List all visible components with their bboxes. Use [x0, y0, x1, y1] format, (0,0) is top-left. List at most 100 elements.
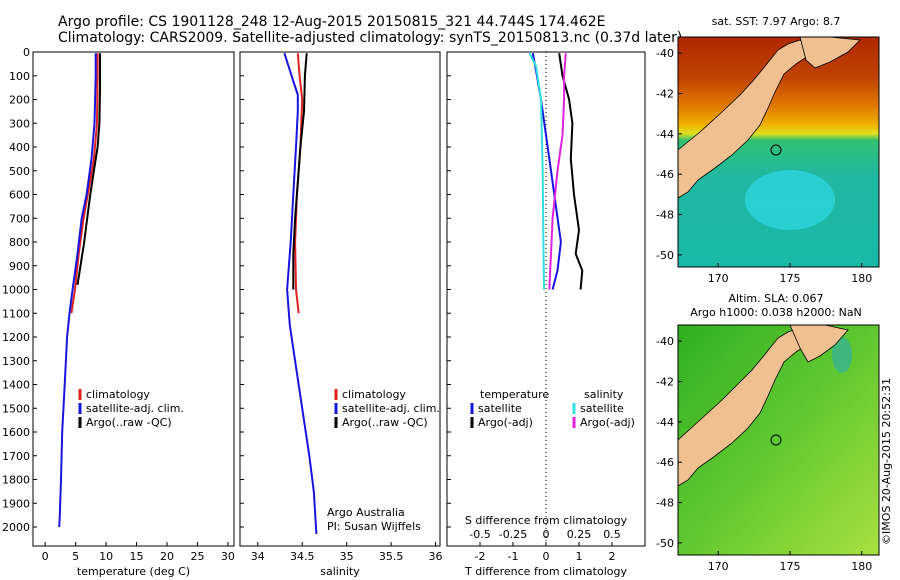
y-tick-label: 1400 — [2, 379, 30, 392]
y-tick-label: 1300 — [2, 355, 30, 368]
sla-map-title-1: Altim. SLA: 0.067 — [728, 292, 823, 305]
series-line — [58, 53, 97, 528]
map-y-tick-label: -50 — [656, 249, 674, 262]
sla-map-frame — [677, 324, 880, 556]
y-tick-label: 1000 — [2, 284, 30, 297]
map-x-tick-label: 175 — [779, 560, 800, 573]
x-axis-label: T difference from climatology — [464, 565, 627, 578]
y-tick-label: 600 — [9, 189, 30, 202]
y-tick-label: 800 — [9, 236, 30, 249]
y-tick-label: 300 — [9, 117, 30, 130]
map-y-tick-label: -46 — [656, 168, 674, 181]
sst-y-ticks: -40 -42 -44 -46 -48 -50 — [656, 47, 682, 262]
plot-frame — [32, 51, 235, 547]
x-tick-label: 30 — [221, 550, 235, 563]
y-tick-label: 900 — [9, 260, 30, 273]
sla-high-patch — [832, 337, 852, 373]
x-tick-label: 1 — [576, 550, 583, 563]
map-x-tick-label: 175 — [779, 272, 800, 285]
title-line-1: Argo profile: CS 1901128_248 12-Aug-2015… — [58, 14, 606, 30]
map-y-tick-label: -40 — [656, 335, 674, 348]
y-tick-label: 1500 — [2, 402, 30, 415]
salinity-panel: 34 34.5 35 35.5 36 salinity climatologysatelli… — [239, 51, 443, 578]
series-line — [70, 53, 99, 314]
sst-warm-patch — [745, 170, 835, 230]
x-axis-label: salinity — [320, 565, 360, 578]
series-line — [76, 53, 101, 285]
y-tick-label: 1800 — [2, 474, 30, 487]
y-tick-label: 1700 — [2, 450, 30, 463]
map-y-tick-label: -42 — [656, 375, 674, 388]
annotation-pi: PI: Susan Wijffels — [327, 520, 421, 533]
sla-north-island — [789, 324, 849, 363]
y-tick-label: 400 — [9, 141, 30, 154]
sst-map: sat. SST: 7.97 Argo: 8.7 170 1 — [656, 15, 880, 285]
s-axis-label: S difference from climatology — [465, 514, 628, 527]
y-tick-label: 200 — [9, 94, 30, 107]
x-tick-label: 25 — [190, 550, 204, 563]
legend-label: satellite-adj. clim. — [342, 402, 440, 415]
y-tick-label: 100 — [9, 70, 30, 83]
sst-argo-marker — [770, 144, 782, 156]
temperature-panel: 0100200300400500600700800900100011001200… — [2, 46, 235, 578]
legend-label: satellite — [478, 402, 522, 415]
s-tick-label: -0.5 — [469, 528, 490, 541]
series-line — [558, 53, 584, 290]
y-tick-label: 1600 — [2, 426, 30, 439]
x-tick-label: 5 — [72, 550, 79, 563]
sst-x-ticks: 170 175 180 — [708, 263, 872, 285]
map-x-tick-label: 180 — [851, 272, 872, 285]
sst-land — [677, 39, 813, 199]
x-axis-label: temperature (deg C) — [77, 565, 190, 578]
x-tick-label: 2 — [609, 550, 616, 563]
y-tick-label: 700 — [9, 212, 30, 225]
map-y-tick-label: -48 — [656, 209, 674, 222]
s-tick-label: 0.5 — [603, 528, 621, 541]
sla-map: Altim. SLA: 0.067 Argo h1000: 0.038 h200… — [656, 292, 880, 573]
x-tick-label: 35.5 — [379, 550, 404, 563]
x-tick-label: 34 — [251, 550, 265, 563]
x-tick-label: 20 — [160, 550, 174, 563]
map-y-tick-label: -46 — [656, 456, 674, 469]
x-tick-label: 34.5 — [290, 550, 315, 563]
sla-argo-marker — [770, 434, 782, 446]
title-line-2: Climatology: CARS2009. Satellite-adjuste… — [58, 30, 683, 46]
x-tick-label: 0 — [42, 550, 49, 563]
legend-label: satellite — [580, 402, 624, 415]
map-x-tick-label: 170 — [708, 272, 729, 285]
legend-label: salinity — [584, 388, 624, 401]
plot-frame — [239, 51, 441, 547]
s-tick-label: 0.25 — [567, 528, 592, 541]
sla-x-ticks: 170 175 180 — [708, 551, 872, 573]
map-y-tick-label: -44 — [656, 128, 674, 141]
x-tick-label: 10 — [99, 550, 113, 563]
s-tick-label: -0.25 — [499, 528, 527, 541]
imos-credit: ©IMOS 20-Aug-2015 20:52:31 — [880, 378, 893, 545]
map-y-tick-label: -50 — [656, 537, 674, 550]
map-y-tick-label: -44 — [656, 416, 674, 429]
series-line — [283, 52, 318, 535]
sst-map-title: sat. SST: 7.97 Argo: 8.7 — [712, 15, 841, 28]
y-tick-label: 0 — [23, 46, 30, 59]
y-tick-label: 500 — [9, 165, 30, 178]
sla-y-ticks: -40 -42 -44 -46 -48 -50 — [656, 335, 682, 550]
annotation-agency: Argo Australia — [327, 506, 405, 519]
series-line — [292, 53, 308, 290]
sst-map-frame — [677, 36, 880, 268]
legend-label: climatology — [86, 388, 150, 401]
series-line — [548, 53, 567, 290]
legend-label: temperature — [480, 388, 549, 401]
x-tick-label: 0 — [543, 550, 550, 563]
y-tick-label: 1100 — [2, 307, 30, 320]
map-y-tick-label: -40 — [656, 47, 674, 60]
legend-label: Argo(..raw -QC) — [342, 416, 428, 429]
map-x-tick-label: 170 — [708, 560, 729, 573]
y-tick-label: 1900 — [2, 497, 30, 510]
legend-label: satellite-adj. clim. — [86, 402, 184, 415]
x-tick-label: -1 — [508, 550, 519, 563]
legend-label: Argo(-adj) — [580, 416, 635, 429]
map-x-tick-label: 180 — [851, 560, 872, 573]
difference-panel: -2 -1 0 1 2 T difference from climatology S di… — [446, 51, 646, 578]
x-tick-label: 36 — [429, 550, 443, 563]
